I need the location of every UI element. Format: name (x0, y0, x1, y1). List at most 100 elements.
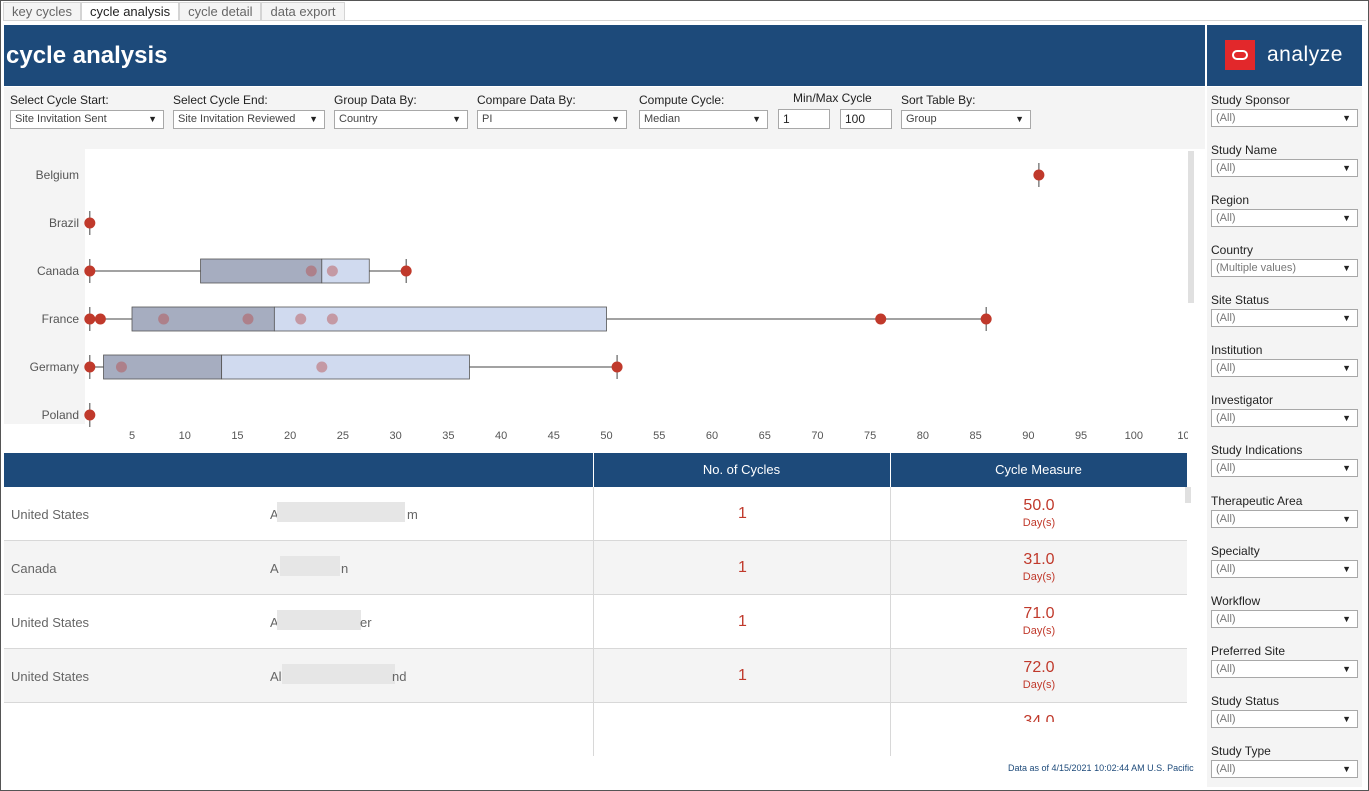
x-tick-label: 85 (969, 430, 981, 442)
cell-investigator-tail: m (407, 507, 418, 522)
sidebar-filter-dropdown[interactable]: (All) ▼ (1211, 159, 1358, 177)
cell-investigator: A (270, 561, 279, 576)
cell-unit: Day(s) (1022, 679, 1056, 691)
chevron-down-icon: ▼ (1342, 614, 1351, 624)
data-point (94, 313, 106, 325)
y-tick-label: Brazil (49, 216, 79, 230)
sidebar-filter-dropdown[interactable]: (All) ▼ (1211, 710, 1358, 728)
chevron-down-icon: ▼ (1342, 163, 1351, 173)
cycle-start-dropdown[interactable]: Site Invitation Sent ▼ (10, 110, 164, 129)
cell-country: United States (11, 615, 90, 630)
sort-by-label: Sort Table By: (901, 93, 976, 107)
sort-by-filter: Sort Table By: Group ▼ (901, 93, 1031, 129)
y-tick-label: Belgium (36, 168, 79, 182)
sidebar-filter-dropdown[interactable]: (All) ▼ (1211, 660, 1358, 678)
max-cycle-input[interactable]: 100 (840, 109, 892, 129)
cell-unit: Day(s) (1022, 625, 1056, 637)
sidebar-filter-dropdown[interactable]: (All) ▼ (1211, 510, 1358, 528)
cell-cycle-count: 1 (738, 505, 747, 522)
group-by-filter: Group Data By: Country ▼ (334, 93, 468, 129)
box-upper (273, 306, 607, 332)
x-tick-label: 25 (337, 430, 349, 442)
sidebar-filter-label: Study Name (1211, 143, 1278, 157)
sidebar-filter-dropdown[interactable]: (All) ▼ (1211, 109, 1358, 127)
tab-data-export[interactable]: data export (261, 2, 345, 20)
chevron-down-icon: ▼ (611, 114, 620, 124)
box-lower (103, 354, 223, 380)
table-row[interactable]: United States A er 1 71.0 Day(s) (4, 595, 1187, 649)
data-point (84, 217, 96, 229)
col-header-measure[interactable]: Cycle Measure (995, 462, 1082, 477)
data-point (295, 313, 307, 325)
col-header-cycles[interactable]: No. of Cycles (702, 462, 781, 477)
sidebar-filter-dropdown[interactable]: (All) ▼ (1211, 459, 1358, 477)
cell-investigator: Al (270, 669, 282, 684)
sidebar-filter-dropdown[interactable]: (All) ▼ (1211, 209, 1358, 227)
data-point (115, 361, 127, 373)
compare-by-dropdown[interactable]: PI ▼ (477, 110, 627, 129)
min-cycle-input[interactable]: 1 (778, 109, 830, 129)
cycle-end-dropdown[interactable]: Site Invitation Reviewed ▼ (173, 110, 325, 129)
sidebar-filter-dropdown[interactable]: (All) ▼ (1211, 760, 1358, 778)
header-divider (890, 453, 891, 487)
tab-cycle-detail[interactable]: cycle detail (179, 2, 262, 20)
sort-by-dropdown[interactable]: Group ▼ (901, 110, 1031, 129)
sidebar-filter-dropdown[interactable]: (All) ▼ (1211, 309, 1358, 327)
x-tick-label: 75 (864, 430, 876, 442)
compare-by-filter: Compare Data By: PI ▼ (477, 93, 627, 129)
cell-cycle-measure: 72.0 (1023, 659, 1055, 676)
chevron-down-icon: ▼ (1342, 413, 1351, 423)
chart-label-panel (4, 149, 85, 424)
data-point (84, 313, 96, 325)
sidebar-filter-dropdown[interactable]: (All) ▼ (1211, 409, 1358, 427)
cell-unit: Day(s) (1022, 517, 1056, 529)
data-point (84, 409, 96, 421)
cell-cycle-measure: 50.0 (1023, 497, 1055, 514)
filter-bar: Select Cycle Start: Site Invitation Sent… (4, 87, 1205, 149)
sidebar-filter-dropdown[interactable]: (All) ▼ (1211, 560, 1358, 578)
cycle-start-filter: Select Cycle Start: Site Invitation Sent… (10, 93, 164, 129)
redaction-block (282, 664, 395, 684)
page-title: cycle analysis (6, 42, 168, 69)
cell-cycle-measure: 71.0 (1023, 605, 1055, 622)
data-point (400, 265, 412, 277)
y-tick-label: Canada (37, 264, 79, 278)
data-point (242, 313, 254, 325)
sidebar-filter-preferred-site: Preferred Site (All) ▼ (1211, 644, 1358, 678)
chevron-down-icon: ▼ (1342, 714, 1351, 724)
sidebar-filter-study-name: Study Name (All) ▼ (1211, 143, 1358, 177)
data-point (875, 313, 887, 325)
cell-investigator-tail: er (360, 615, 372, 630)
sidebar-filter-dropdown[interactable]: (Multiple values) ▼ (1211, 259, 1358, 277)
cell-investigator: A (270, 507, 279, 522)
header-divider (593, 453, 594, 487)
chart-scrollbar[interactable] (1188, 151, 1194, 303)
data-point (980, 313, 992, 325)
sidebar-filter-label: Specialty (1211, 544, 1260, 558)
table-row[interactable]: Canada A n 1 31.0 Day(s) (4, 541, 1187, 595)
cell-country: United States (11, 669, 90, 684)
page-header: cycle analysis (4, 25, 1205, 86)
sidebar-filter-study-sponsor: Study Sponsor (All) ▼ (1211, 93, 1358, 127)
sidebar-filter-dropdown[interactable]: (All) ▼ (1211, 610, 1358, 628)
sidebar-filter-label: Preferred Site (1211, 644, 1286, 658)
table-row[interactable]: United States Al nd 1 72.0 Day(s) (4, 649, 1187, 703)
x-tick-label: 95 (1075, 430, 1087, 442)
chevron-down-icon: ▼ (1342, 463, 1351, 473)
tab-cycle-analysis[interactable]: cycle analysis (80, 2, 180, 20)
group-by-dropdown[interactable]: Country ▼ (334, 110, 468, 129)
sidebar-filter-label: Therapeutic Area (1211, 494, 1303, 508)
table-row[interactable]: United States A m 1 50.0 Day(s) (4, 487, 1187, 541)
filter-sidebar: Study Sponsor (All) ▼ Study Name (All) ▼ Regio… (1207, 87, 1362, 787)
chevron-down-icon: ▼ (1342, 363, 1351, 373)
table-header: No. of Cycles Cycle Measure (4, 453, 1187, 487)
compute-cycle-dropdown[interactable]: Median ▼ (639, 110, 768, 129)
tab-key-cycles[interactable]: key cycles (3, 2, 81, 20)
sidebar-filter-study-indications: Study Indications (All) ▼ (1211, 443, 1358, 477)
sidebar-filter-dropdown[interactable]: (All) ▼ (1211, 359, 1358, 377)
table-scrollbar[interactable] (1185, 487, 1191, 503)
x-tick-label: 40 (495, 430, 507, 442)
chevron-down-icon: ▼ (1342, 514, 1351, 524)
cell-cycle-count: 1 (738, 613, 747, 630)
tab-divider (3, 20, 1366, 21)
